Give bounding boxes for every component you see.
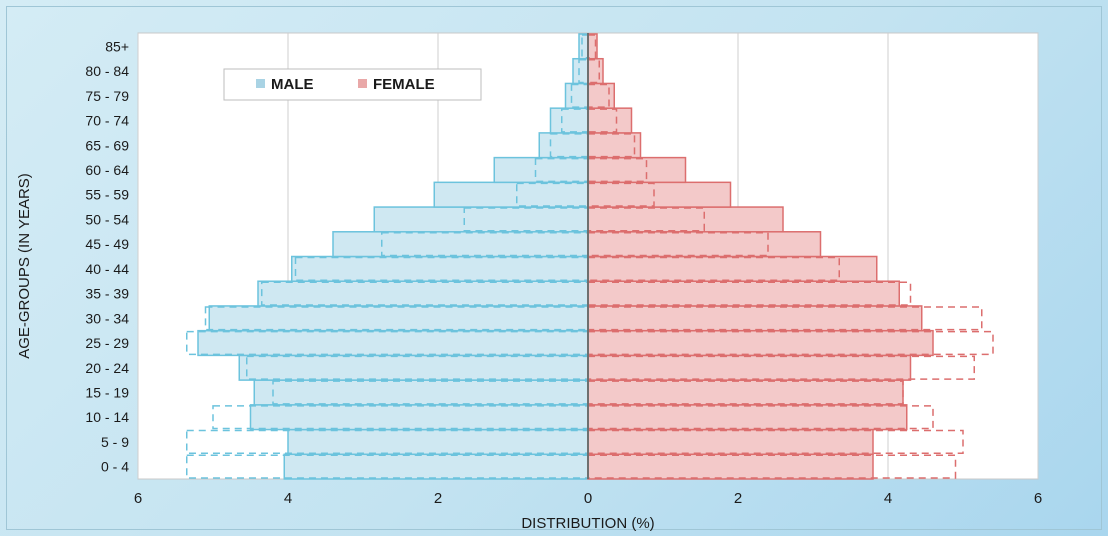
female-bars xyxy=(587,33,934,480)
x-tick-label: 2 xyxy=(734,490,742,507)
y-tick-label: 30 - 34 xyxy=(85,310,129,326)
male-bar-30-34 xyxy=(208,305,589,332)
male-bar-55-59 xyxy=(433,181,589,208)
y-tick-label: 50 - 54 xyxy=(85,211,129,227)
y-tick-label: 55 - 59 xyxy=(85,187,129,203)
male-bar-35-39 xyxy=(257,280,589,307)
legend-male-swatch xyxy=(256,79,265,88)
female-bar-10-14 xyxy=(587,404,908,431)
y-tick-label: 35 - 39 xyxy=(85,286,129,302)
female-bar-30-34 xyxy=(587,305,923,332)
female-bar-20-24 xyxy=(587,354,912,381)
male-bar-40-44 xyxy=(291,255,589,282)
female-bar-40-44 xyxy=(587,255,878,282)
female-dashed-bar-35-39 xyxy=(587,281,912,306)
male-bar-80-84 xyxy=(572,57,589,85)
y-tick-label: 10 - 14 xyxy=(85,409,129,425)
male-bar-15-19 xyxy=(253,379,589,406)
y-tick-label: 60 - 64 xyxy=(85,162,129,178)
male-bar-45-49 xyxy=(332,231,589,258)
y-tick-label: 85+ xyxy=(105,38,129,54)
female-dashed-bar-60-64 xyxy=(587,157,648,183)
male-bar-85plus xyxy=(578,33,589,60)
y-tick-label: 40 - 44 xyxy=(85,261,129,277)
y-tick-label: 0 - 4 xyxy=(101,459,129,475)
female-bar-0-4 xyxy=(587,453,874,480)
male-bar-60-64 xyxy=(493,156,589,184)
male-bar-65-69 xyxy=(538,132,589,159)
male-bar-75-79 xyxy=(564,82,589,109)
y-tick-label: 65 - 69 xyxy=(85,137,129,153)
x-tick-label: 2 xyxy=(434,490,442,507)
y-tick-label: 45 - 49 xyxy=(85,236,129,252)
y-tick-label: 5 - 9 xyxy=(101,434,129,450)
female-dashed-bar-55-59 xyxy=(587,182,655,207)
female-bar-80-84 xyxy=(587,57,604,85)
female-bar-5-9 xyxy=(587,428,874,456)
legend-female-label: FEMALE xyxy=(373,76,435,93)
female-bar-25-29 xyxy=(587,329,934,357)
y-tick-label: 20 - 24 xyxy=(85,360,129,376)
y-tick-label: 80 - 84 xyxy=(85,63,129,79)
legend: MALE FEMALE xyxy=(223,68,482,101)
y-tick-labels: 0 - 4 5 - 9 10 - 14 15 - 19 20 - 24 25 - 29 30… xyxy=(85,38,129,474)
male-bar-50-54 xyxy=(373,206,589,233)
y-tick-label: 15 - 19 xyxy=(85,384,129,400)
male-bar-5-9 xyxy=(287,428,589,456)
legend-box xyxy=(223,68,482,101)
legend-female-swatch xyxy=(358,79,367,88)
female-dashed-bar-45-49 xyxy=(587,232,769,257)
x-tick-labels: 6 4 2 0 2 4 6 xyxy=(134,490,1042,507)
legend-male-label: MALE xyxy=(271,76,314,93)
female-bar-70-74 xyxy=(587,107,633,134)
female-bar-45-49 xyxy=(587,231,822,258)
female-bar-50-54 xyxy=(587,206,784,233)
female-dashed-bar-40-44 xyxy=(587,256,840,281)
male-bar-70-74 xyxy=(549,107,589,134)
female-dashed-bar-80-84 xyxy=(587,58,600,84)
y-axis-label: AGE-GROUPS (IN YEARS) xyxy=(16,173,33,359)
female-dashed-bar-70-74 xyxy=(587,108,618,133)
x-axis-label: DISTRIBUTION (%) xyxy=(521,515,654,532)
male-bar-10-14 xyxy=(249,404,589,431)
male-bar-20-24 xyxy=(238,354,589,381)
x-tick-label: 0 xyxy=(584,490,592,507)
male-bar-0-4 xyxy=(283,453,589,480)
female-bar-15-19 xyxy=(587,379,904,406)
x-tick-label: 4 xyxy=(284,490,292,507)
x-tick-label: 6 xyxy=(134,490,142,507)
female-bar-60-64 xyxy=(587,156,687,184)
male-bar-25-29 xyxy=(197,329,589,357)
y-tick-label: 70 - 74 xyxy=(85,113,129,129)
female-bar-75-79 xyxy=(587,82,615,109)
y-tick-label: 75 - 79 xyxy=(85,88,129,104)
y-tick-label: 25 - 29 xyxy=(85,335,129,351)
female-bar-35-39 xyxy=(587,280,900,307)
female-bar-55-59 xyxy=(587,181,732,208)
chart-frame xyxy=(6,6,1102,530)
male-dashed-bar-80-84 xyxy=(578,58,589,84)
x-tick-label: 6 xyxy=(1034,490,1042,507)
male-bars xyxy=(197,33,589,480)
x-tick-label: 4 xyxy=(884,490,892,507)
female-bar-65-69 xyxy=(587,132,642,159)
